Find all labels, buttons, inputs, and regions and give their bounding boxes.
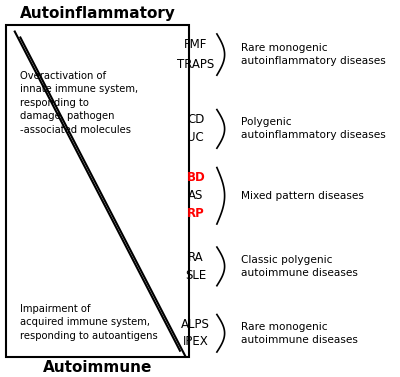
Text: SLE: SLE xyxy=(185,269,206,282)
Text: Autoimmune: Autoimmune xyxy=(43,360,152,375)
Text: AS: AS xyxy=(188,189,204,202)
FancyBboxPatch shape xyxy=(6,25,189,357)
Text: Impairment of
acquired immune system,
responding to autoantigens: Impairment of acquired immune system, re… xyxy=(20,303,158,341)
Text: Rare monogenic
autoinflammatory diseases: Rare monogenic autoinflammatory diseases xyxy=(242,43,386,66)
Text: Overactivation of
innate immune system,
responding to
damage, pathogen
-associat: Overactivation of innate immune system, … xyxy=(20,70,138,135)
Text: Polygenic
autoinflammatory diseases: Polygenic autoinflammatory diseases xyxy=(242,118,386,140)
Text: Mixed pattern diseases: Mixed pattern diseases xyxy=(242,191,364,201)
Text: RP: RP xyxy=(187,207,205,220)
Text: FMF: FMF xyxy=(184,38,208,51)
Text: CD: CD xyxy=(187,113,204,126)
Text: Rare monogenic
autoimmune diseases: Rare monogenic autoimmune diseases xyxy=(242,322,358,345)
Text: ALPS: ALPS xyxy=(181,319,210,331)
Text: BD: BD xyxy=(186,172,205,184)
Text: IPEX: IPEX xyxy=(183,335,209,348)
Text: Classic polygenic
autoimmune diseases: Classic polygenic autoimmune diseases xyxy=(242,255,358,278)
Text: Autoinflammatory: Autoinflammatory xyxy=(20,6,175,21)
Text: UC: UC xyxy=(188,131,204,144)
Text: RA: RA xyxy=(188,251,204,264)
Text: TRAPS: TRAPS xyxy=(177,58,214,71)
